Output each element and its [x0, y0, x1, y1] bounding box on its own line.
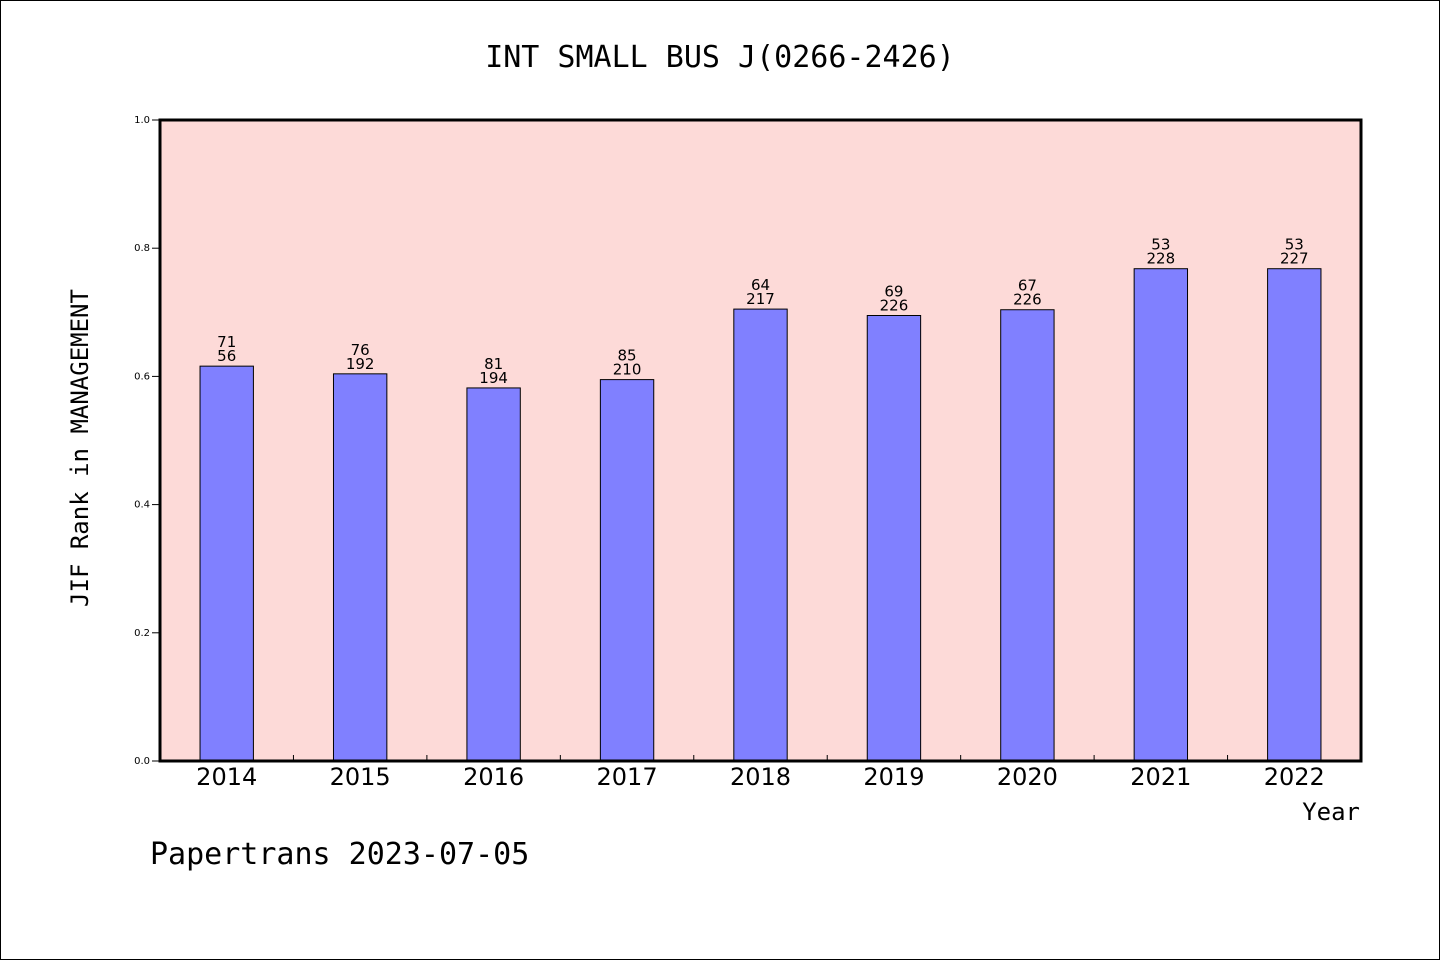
chart-title: INT SMALL BUS J(0266-2426)	[485, 40, 955, 75]
bar-rank-label: 53	[1151, 236, 1170, 254]
bar-2014	[199, 365, 254, 762]
plot-border	[158, 118, 1363, 763]
x-tick-label: 2016	[463, 763, 524, 791]
bars-group	[199, 268, 1322, 762]
bar-rank-label: 76	[351, 341, 370, 359]
y-tick-label: 0.0	[134, 756, 150, 767]
y-axis-ticks: 0.0 0.2 0.4 0.6 0.8 1.0	[134, 115, 160, 767]
y-tick-label: 0.2	[134, 628, 150, 639]
y-tick-label: 0.4	[134, 500, 150, 511]
x-tick-label: 2014	[196, 763, 257, 791]
bar-2015	[332, 373, 388, 762]
bar-2020	[1000, 309, 1055, 762]
y-tick-label: 0.6	[134, 371, 150, 382]
bar-total-label: 56	[217, 347, 236, 365]
bar-total-label: 217	[746, 290, 775, 308]
bar-total-label: 210	[613, 361, 642, 379]
y-axis-title: JIF Rank in MANAGEMENT	[66, 289, 94, 607]
bar-total-label: 226	[880, 297, 909, 315]
x-axis-ticks: 2014 2015 2016 2017 2018 2019 2020 2021 2022	[196, 755, 1325, 791]
x-tick-label: 2021	[1130, 763, 1191, 791]
bar-2018	[733, 308, 788, 762]
footer-credit: Papertrans 2023-07-05	[150, 837, 529, 872]
x-tick-label: 2018	[730, 763, 791, 791]
y-tick-label: 0.8	[134, 243, 150, 254]
bar-rank-label: 53	[1285, 236, 1304, 254]
bar-2021	[1133, 268, 1189, 762]
bar-rank-label: 81	[484, 355, 503, 373]
bar-total-label: 192	[346, 355, 375, 373]
x-tick-label: 2015	[330, 763, 391, 791]
bar-rank-label: 67	[1018, 277, 1037, 295]
x-axis-title: Year	[1302, 798, 1360, 826]
bar-total-label: 228	[1147, 250, 1176, 268]
x-tick-label: 2019	[863, 763, 924, 791]
y-tick-label: 1.0	[134, 115, 150, 126]
bar-total-label: 226	[1013, 291, 1042, 309]
bar-2022	[1267, 268, 1322, 762]
bar-2016	[466, 387, 521, 762]
x-tick-label: 2020	[997, 763, 1058, 791]
bar-rank-label: 69	[884, 283, 903, 301]
x-tick-label: 2017	[597, 763, 658, 791]
bar-2017	[599, 379, 655, 762]
bar-total-label: 194	[479, 369, 508, 387]
bar-total-label: 227	[1280, 250, 1309, 268]
x-tick-label: 2022	[1264, 763, 1325, 791]
bar-rank-label: 85	[618, 347, 637, 365]
bar-rank-label: 64	[751, 276, 770, 294]
bar-rank-label: 71	[217, 333, 236, 351]
bar-2019	[866, 315, 922, 762]
